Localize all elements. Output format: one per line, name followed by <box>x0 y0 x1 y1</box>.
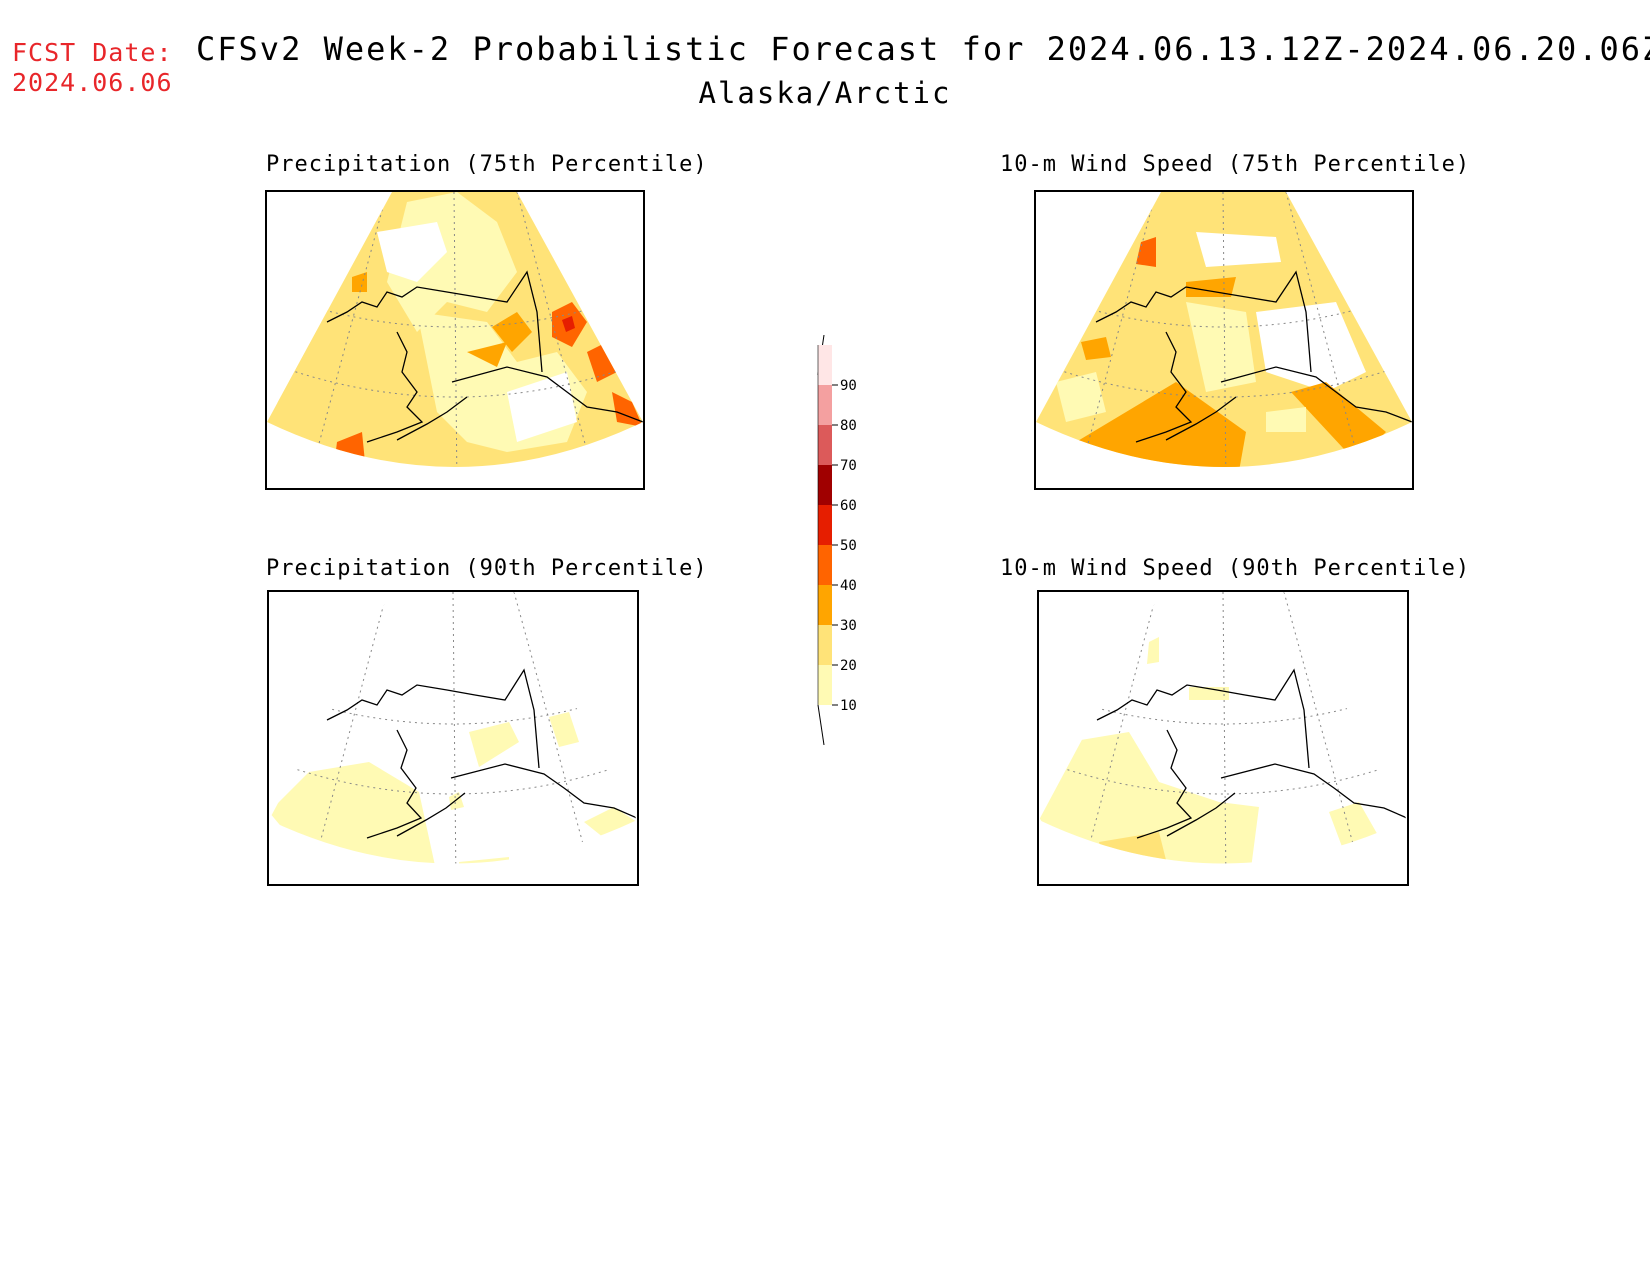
region-subtitle: Alaska/Arctic <box>698 76 952 110</box>
colorbar-label: 60 <box>840 498 857 514</box>
colorbar-cell-90 <box>818 345 832 385</box>
colorbar-label: 20 <box>840 658 857 674</box>
map-wind-75 <box>1036 192 1412 467</box>
colorbar-label: 40 <box>840 578 857 594</box>
map-precip-75 <box>267 192 643 467</box>
colorbar-label: 50 <box>840 538 857 554</box>
map-wind-90 <box>1039 592 1407 864</box>
colorbar-cell-30 <box>818 585 832 625</box>
colorbar-cell-10 <box>818 665 832 705</box>
panel-title-precip-75: Precipitation (75th Percentile) <box>266 152 708 177</box>
panel-title-wind-90: 10-m Wind Speed (90th Percentile) <box>1000 556 1471 581</box>
color-legend: 10 20 30 40 50 60 70 80 90 <box>817 335 857 745</box>
map-precip-90 <box>269 592 637 864</box>
colorbar-cell-80 <box>818 385 832 425</box>
panel-title-wind-75: 10-m Wind Speed (75th Percentile) <box>1000 152 1471 177</box>
forecast-date-label: FCST Date: 2024.06.06 <box>12 38 173 98</box>
colorbar-label: 30 <box>840 618 857 634</box>
colorbar-cell-50 <box>818 505 832 545</box>
map-panel-precip-90 <box>267 590 639 886</box>
map-panel-wind-90 <box>1037 590 1409 886</box>
colorbar-bottom-arrow <box>817 704 825 745</box>
colorbar-label: 10 <box>840 698 857 714</box>
map-panel-precip-75 <box>265 190 645 490</box>
colorbar-label: 90 <box>840 378 857 394</box>
fcst-date: 2024.06.06 <box>12 68 173 97</box>
map-panel-wind-75 <box>1034 190 1414 490</box>
colorbar-cell-40 <box>818 545 832 585</box>
main-title: CFSv2 Week-2 Probabilistic Forecast for … <box>196 30 1650 68</box>
colorbar-label: 70 <box>840 458 857 474</box>
fcst-label: FCST Date: <box>12 38 173 67</box>
colorbar-cell-60 <box>818 465 832 505</box>
panel-title-precip-90: Precipitation (90th Percentile) <box>266 556 708 581</box>
colorbar-label: 80 <box>840 418 857 434</box>
colorbar-cell-70 <box>818 425 832 465</box>
colorbar-cell-20 <box>818 625 832 665</box>
